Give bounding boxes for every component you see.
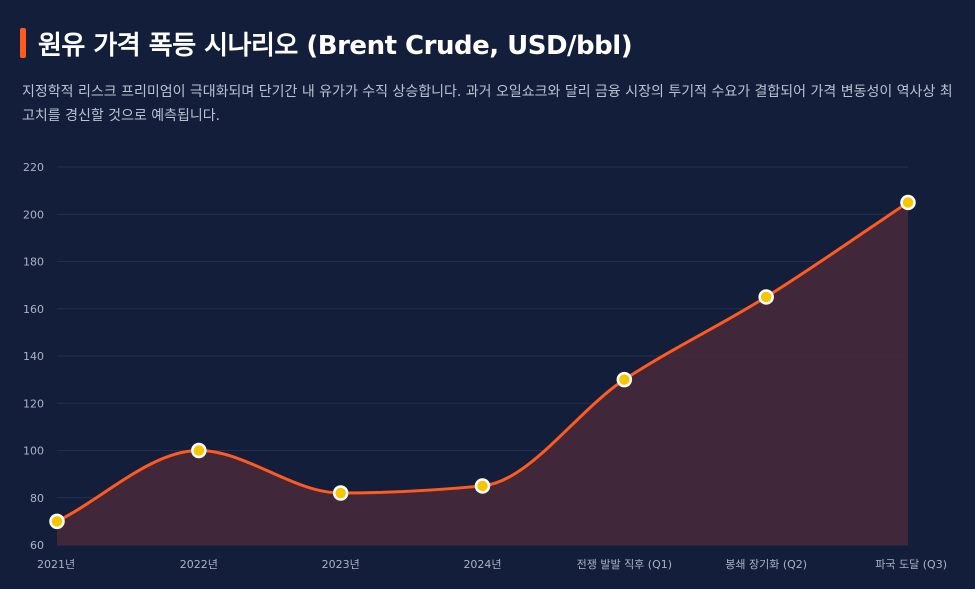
x-tick-label: 파국 도달 (Q3)	[875, 558, 947, 571]
data-markers	[49, 194, 916, 530]
y-tick-label: 120	[23, 397, 44, 410]
x-tick-label: 전쟁 발발 직후 (Q1)	[577, 558, 672, 571]
series-area	[57, 202, 908, 545]
y-tick-label: 200	[23, 208, 44, 221]
y-tick-label: 100	[23, 445, 44, 458]
x-tick-label: 2023년	[322, 558, 360, 571]
data-point[interactable]	[900, 194, 916, 211]
data-point[interactable]	[191, 442, 207, 459]
x-tick-label: 2024년	[463, 558, 501, 571]
title-accent-bar	[20, 28, 26, 58]
y-tick-label: 160	[23, 303, 44, 316]
chart-subtitle: 지정학적 리스크 프리미엄이 극대화되며 단기간 내 유가가 수직 상승합니다.…	[22, 84, 953, 124]
data-point[interactable]	[49, 513, 65, 530]
title-row: 원유 가격 폭등 시나리오 (Brent Crude, USD/bbl)	[20, 26, 633, 61]
x-axis-ticks: 2021년 2022년 2023년 2024년 전쟁 발발 직후 (Q1) 봉쇄 장기화 …	[37, 558, 947, 571]
y-tick-label: 60	[30, 539, 44, 552]
x-tick-label: 2022년	[180, 558, 218, 571]
y-tick-label: 80	[30, 492, 44, 505]
chart-title: 원유 가격 폭등 시나리오 (Brent Crude, USD/bbl)	[38, 30, 633, 61]
x-tick-label: 봉쇄 장기화 (Q2)	[725, 558, 807, 571]
data-point[interactable]	[758, 289, 774, 305]
y-tick-label: 180	[23, 256, 44, 269]
area-fill-layer	[57, 202, 908, 545]
data-point[interactable]	[616, 371, 633, 388]
data-point[interactable]	[474, 478, 491, 494]
y-tick-label: 220	[23, 161, 44, 174]
y-axis-ticks: 60 80 100 120 140 160 180 200 220	[23, 161, 44, 552]
y-tick-label: 140	[23, 350, 44, 363]
data-point[interactable]	[332, 485, 349, 501]
x-tick-label: 2021년	[37, 558, 75, 571]
